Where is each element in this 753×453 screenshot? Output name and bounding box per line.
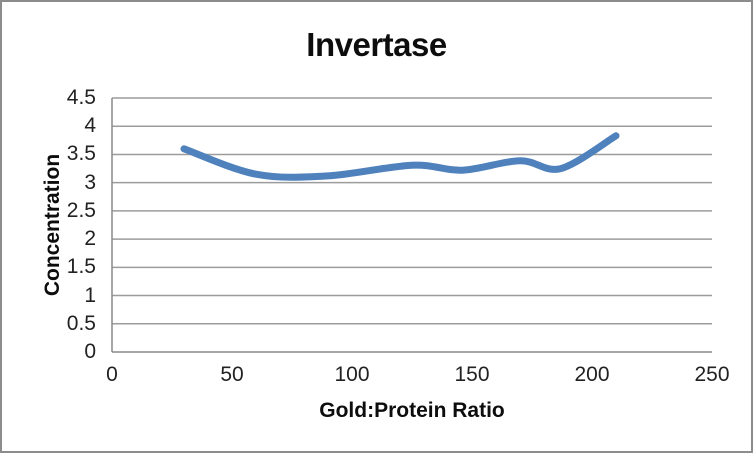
y-tick-label: 3.5 [66, 142, 96, 166]
x-tick-label: 50 [220, 363, 244, 386]
plot-area [111, 97, 712, 353]
x-tick-label: 150 [454, 363, 490, 386]
y-tick-label: 2 [84, 227, 96, 251]
y-tick-label: 2.5 [66, 198, 96, 222]
chart-title: Invertase [306, 26, 447, 63]
x-tick-label: 100 [334, 363, 370, 386]
y-tick-label: 1 [84, 283, 96, 307]
x-tick-label: 200 [574, 363, 610, 386]
x-tick-label: 250 [694, 363, 730, 386]
series-line [180, 132, 620, 181]
y-tick-label: 4.5 [66, 86, 96, 109]
y-tick-label: 1.5 [66, 255, 96, 279]
y-tick-label: 0.5 [66, 311, 96, 335]
y-tick-label: 0 [84, 340, 96, 363]
x-tick-label: 0 [106, 363, 118, 386]
y-tick-label: 4 [84, 114, 96, 138]
y-tick-label: 3 [84, 170, 96, 194]
x-axis-title: Gold:Protein Ratio [319, 399, 505, 422]
